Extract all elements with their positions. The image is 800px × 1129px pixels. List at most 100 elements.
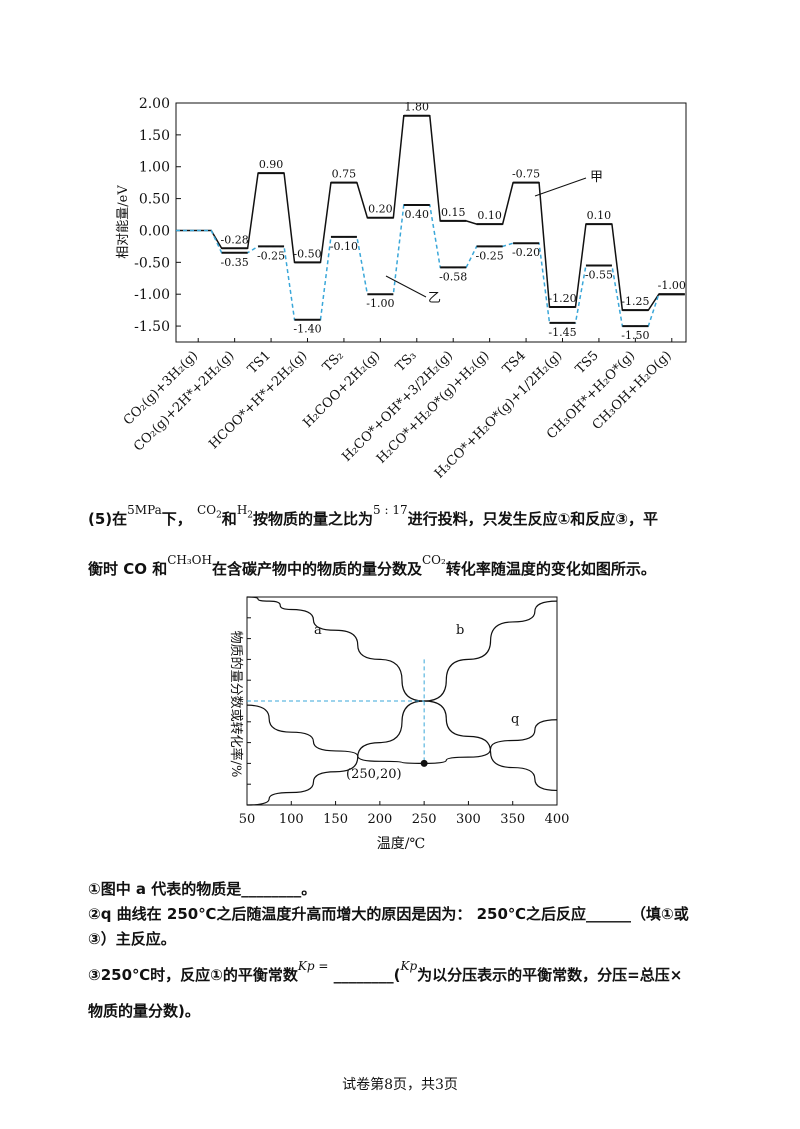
energy-data-label-yi: -0.25 xyxy=(476,249,504,262)
conversion-x-tick-label: 300 xyxy=(456,812,481,827)
q5-line2-a: 衡时 CO 和 xyxy=(88,560,168,578)
q5-and: 和 xyxy=(221,510,237,528)
conversion-label-q: q xyxy=(511,712,519,727)
question-2-text-cont: ③）主反应。 xyxy=(88,930,176,948)
conversion-axes: 50 100 150 200 250 300 350 400 xyxy=(239,596,570,827)
energy-y-tick-label: 2.00 xyxy=(139,96,170,112)
question-2-text: ②q 曲线在 250℃之后随温度升高而增大的原因是因为： 250℃之后反应___… xyxy=(88,905,689,923)
conversion-x-axis-label: 温度/℃ xyxy=(377,836,425,852)
energy-data-label-jia: 0.75 xyxy=(332,168,357,181)
energy-marks: -0.28 0.90 -0.50 0.75 0.20 1.80 0.15 0.10 -0.75 -… xyxy=(176,101,686,342)
q5-intro-line2: 衡时 CO 和CH₃OH在含碳产物中的物质的量分数及CO₂转化率随温度的变化如图… xyxy=(88,553,728,579)
energy-legend-jia-pointer xyxy=(534,177,587,197)
energy-data-label-jia: 0.20 xyxy=(368,203,393,216)
energy-data-label-jia: -0.50 xyxy=(293,247,321,260)
energy-data-label-jia: -1.25 xyxy=(621,295,649,308)
q5-text-d: 进行投料，只发生反应①和反应③，平 xyxy=(407,510,659,528)
q5-text-b: 下， xyxy=(161,510,192,528)
energy-data-label-yi: -0.58 xyxy=(439,270,467,283)
energy-x-tick-label: TS₂ xyxy=(320,348,347,375)
q5-pressure: 5MPa xyxy=(127,503,162,517)
question-3-text-c: 物质的量分数)。 xyxy=(88,1002,200,1020)
energy-data-label-jia: -0.75 xyxy=(512,168,540,181)
q5-h2: H2 xyxy=(236,503,254,521)
energy-axes: 2.001.501.000.500.00-0.50-1.00-1.50CO₂(g… xyxy=(121,96,687,482)
conversion-label-a: a xyxy=(314,623,322,638)
conversion-marker-point xyxy=(420,759,428,767)
energy-data-label-jia: 0.90 xyxy=(259,158,284,171)
q5-h2-sub: 2 xyxy=(247,510,254,521)
q5-text-a: (5)在 xyxy=(88,510,128,528)
energy-data-label-yi: -1.40 xyxy=(293,323,321,336)
conversion-x-tick-label: 50 xyxy=(239,812,256,827)
conversion-annotation: (250,20) xyxy=(346,767,402,782)
energy-data-label-yi: -0.35 xyxy=(221,256,249,269)
energy-data-label-yi: -1.45 xyxy=(548,326,576,339)
energy-x-tick-label: H₃CO*+H₂O*(g)+1/2H₂(g) xyxy=(432,348,565,481)
energy-legend-jia: 甲 xyxy=(590,170,603,185)
question-1-text: ①图中 a 代表的物质是________。 xyxy=(88,880,317,898)
conversion-x-tick-label: 400 xyxy=(545,812,570,827)
energy-data-label-yi: -1.00 xyxy=(366,297,394,310)
q5-text-c: 按物质的量之比为 xyxy=(253,510,374,528)
energy-data-label-yi: -1.50 xyxy=(621,329,649,342)
energy-y-tick-label: 1.50 xyxy=(139,128,170,144)
energy-data-label-yi: -0.25 xyxy=(257,249,285,262)
conversion-x-tick-label: 350 xyxy=(500,812,525,827)
energy-y-tick-label: 1.00 xyxy=(139,160,170,176)
question-3-text-a: ③250℃时，反应①的平衡常数 xyxy=(88,966,298,984)
conversion-series-b xyxy=(246,600,558,806)
energy-data-label-jia: -1.20 xyxy=(548,292,576,305)
energy-data-label-jia: 1.80 xyxy=(405,101,430,114)
energy-diagram: 2.001.501.000.500.00-0.50-1.00-1.50CO₂(g… xyxy=(116,96,687,482)
energy-data-label-yi: -0.20 xyxy=(512,246,540,259)
energy-y-tick-label: -0.50 xyxy=(134,255,170,271)
energy-legend-yi-pointer xyxy=(385,275,427,298)
conversion-plot-frame xyxy=(246,596,558,806)
energy-data-label-yi: -0.10 xyxy=(330,240,358,253)
conversion-series-q xyxy=(246,704,558,765)
question-3-kp2: Kp xyxy=(400,959,418,973)
energy-x-tick-label: TS₃ xyxy=(393,348,420,375)
page-footer: 试卷第8页，共3页 xyxy=(342,1077,458,1093)
q5-co2b: CO₂ xyxy=(422,553,446,567)
q5-co2: CO2 xyxy=(197,503,222,521)
energy-x-tick-label: TS4 xyxy=(500,348,529,377)
energy-data-label-yi: -0.55 xyxy=(585,269,613,282)
q5-line2-b: 在含碳产物中的物质的量分数及 xyxy=(211,560,422,578)
energy-data-label-jia: -1.00 xyxy=(658,279,686,292)
question-2-line1: ②q 曲线在 250℃之后随温度升高而增大的原因是因为： 250℃之后反应___… xyxy=(88,903,728,924)
q5-intro-line1: (5)在5MPa下， CO2和H2按物质的量之比为5 : 17进行投料，只发生反… xyxy=(88,503,728,530)
conversion-marks: a b q xyxy=(246,596,558,806)
energy-data-label-jia: 0.10 xyxy=(477,209,502,222)
conversion-x-tick-label: 200 xyxy=(367,812,392,827)
q5-co2-sub: 2 xyxy=(216,510,222,521)
energy-data-label-jia: -0.28 xyxy=(221,233,249,246)
q5-ratio: 5 : 17 xyxy=(373,503,408,517)
question-2-line2: ③）主反应。 xyxy=(88,928,728,949)
question-3-blank: ________( xyxy=(333,966,401,984)
energy-y-tick-label: -1.00 xyxy=(134,287,170,303)
conversion-label-b: b xyxy=(456,623,464,638)
energy-plot-frame xyxy=(175,102,687,343)
energy-y-axis-label: 相对能量/eV xyxy=(116,185,131,259)
energy-y-tick-label: 0.00 xyxy=(139,223,170,239)
energy-x-tick-label: TS5 xyxy=(573,348,602,377)
energy-y-tick-label: 0.50 xyxy=(139,192,170,208)
q5-ch3oh: CH₃OH xyxy=(167,553,212,567)
conversion-x-tick-label: 150 xyxy=(323,812,348,827)
conversion-y-axis-label: 物质的量分数或转化率/% xyxy=(228,631,244,778)
energy-legend-yi: 乙 xyxy=(428,291,441,306)
conversion-x-tick-label: 250 xyxy=(412,812,437,827)
conversion-x-tick-label: 100 xyxy=(279,812,304,827)
question-3-line2: 物质的量分数)。 xyxy=(88,1000,728,1021)
question-3-line1: ③250℃时，反应①的平衡常数Kp = ________(Kp为以分压表示的平衡… xyxy=(88,959,728,985)
question-3-text-b: 为以分压表示的平衡常数，分压=总压× xyxy=(417,966,683,984)
question-3-kp: Kp = xyxy=(297,959,329,973)
q5-h2-main: H xyxy=(236,503,248,517)
energy-data-label-jia: 0.15 xyxy=(441,206,466,219)
energy-data-label-jia: 0.10 xyxy=(587,209,612,222)
q5-co2-main: CO xyxy=(197,503,217,517)
energy-y-tick-label: -1.50 xyxy=(134,319,170,335)
question-1: ①图中 a 代表的物质是________。 xyxy=(88,878,728,899)
